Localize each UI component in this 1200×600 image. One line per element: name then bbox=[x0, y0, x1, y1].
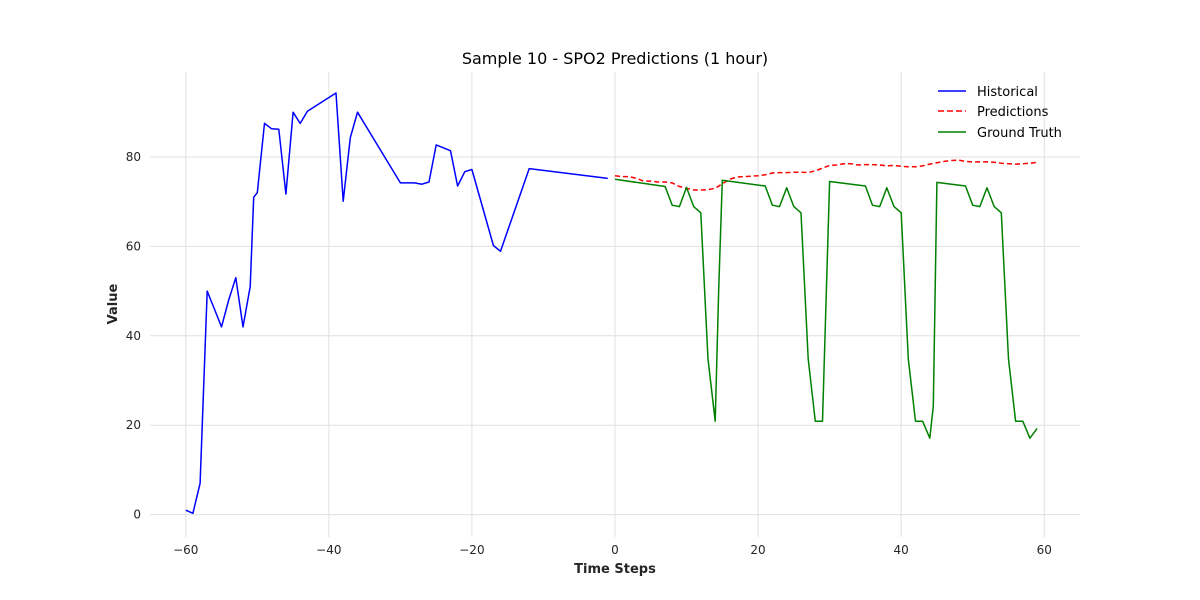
y-axis-ticks: 0 20 40 60 80 bbox=[126, 150, 141, 522]
x-tick-label: 60 bbox=[1037, 543, 1052, 557]
series-lines bbox=[185, 92, 1038, 515]
legend-label-historical: Historical bbox=[977, 85, 1038, 100]
legend-entry-historical: Historical bbox=[938, 85, 1038, 100]
chart-title: Sample 10 - SPO2 Predictions (1 hour) bbox=[462, 49, 768, 68]
y-tick-label: 40 bbox=[126, 329, 141, 343]
y-tick-label: 80 bbox=[126, 150, 141, 164]
legend-entry-predictions: Predictions bbox=[938, 105, 1049, 120]
x-tick-label: −60 bbox=[173, 543, 198, 557]
x-tick-label: −40 bbox=[316, 543, 341, 557]
legend: Historical Predictions Ground Truth bbox=[938, 85, 1062, 141]
y-tick-label: 0 bbox=[133, 508, 141, 522]
x-axis-label: Time Steps bbox=[574, 562, 656, 577]
x-axis-ticks: −60 −40 −20 0 20 40 60 bbox=[173, 543, 1052, 557]
legend-label-predictions: Predictions bbox=[977, 105, 1049, 120]
series-line-predictions bbox=[614, 159, 1038, 191]
series-line-ground-truth bbox=[614, 178, 1038, 439]
x-tick-label: 0 bbox=[611, 543, 619, 557]
legend-entry-ground-truth: Ground Truth bbox=[938, 126, 1062, 141]
x-tick-label: −20 bbox=[459, 543, 484, 557]
grid bbox=[150, 72, 1080, 537]
y-tick-label: 60 bbox=[126, 239, 141, 253]
x-tick-label: 40 bbox=[894, 543, 909, 557]
x-tick-label: 20 bbox=[750, 543, 765, 557]
series-line-historical bbox=[185, 92, 608, 515]
y-tick-label: 20 bbox=[126, 418, 141, 432]
y-axis-label: Value bbox=[106, 283, 121, 324]
legend-label-ground-truth: Ground Truth bbox=[977, 126, 1062, 141]
